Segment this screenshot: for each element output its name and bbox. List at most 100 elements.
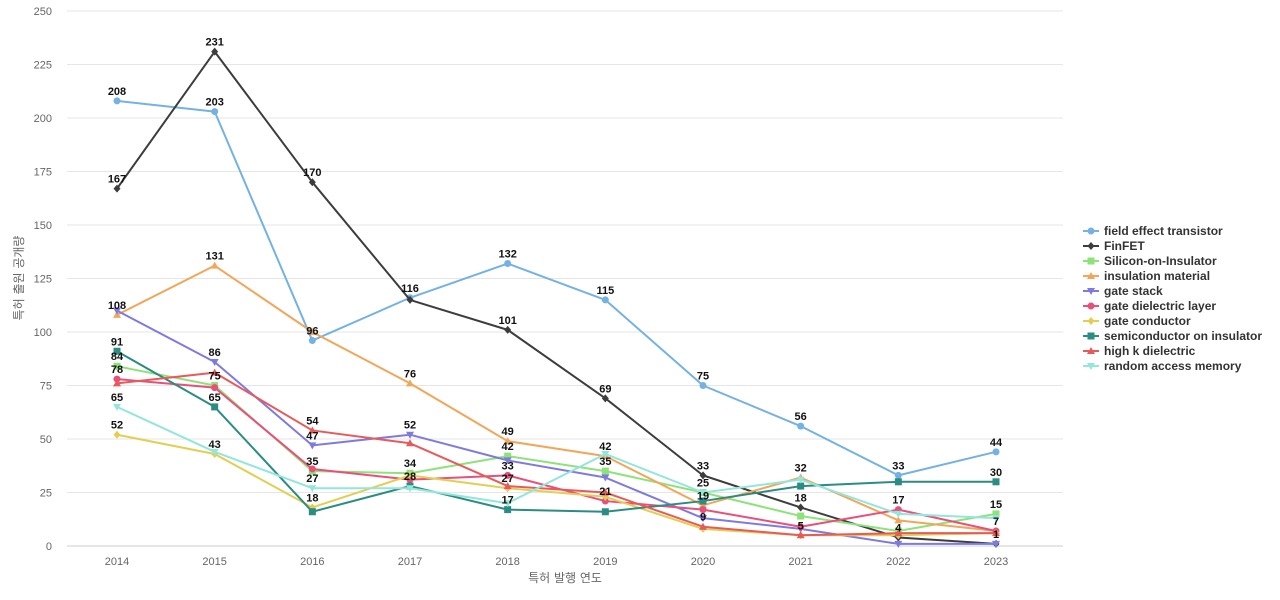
legend-marker-field-effect-transistor [1087, 227, 1095, 235]
data-point-gate-stack [699, 515, 707, 523]
legend-item-gate-stack[interactable]: gate stack [1083, 284, 1163, 298]
data-point-gate-stack [308, 442, 317, 450]
legend-label-gate-stack: gate stack [1104, 284, 1163, 298]
data-point-finfet [699, 471, 707, 480]
data-point-high-k-dielectric [308, 426, 317, 434]
data-point-field-effect-transistor [308, 337, 316, 345]
y-tick-label: 50 [40, 434, 52, 446]
data-point-field-effect-transistor [797, 422, 805, 430]
data-label-insulation-material: 19 [697, 490, 709, 502]
data-point-insulation-material [699, 501, 707, 509]
data-label-semiconductor-on-insulator: 28 [404, 471, 416, 483]
data-point-insulation-material [406, 379, 414, 387]
data-point-field-effect-transistor [699, 382, 707, 389]
data-label-insulation-material: 32 [795, 463, 807, 475]
legend-marker-silicon-on-insulator [1087, 257, 1095, 265]
data-point-semiconductor-on-insulator [797, 482, 805, 490]
data-point-finfet [601, 394, 609, 403]
data-point-random-access-memory [992, 515, 1000, 523]
data-label-gate-stack: 86 [209, 347, 221, 359]
series-high-k-dielectric [113, 368, 1000, 539]
series-finfet [113, 47, 1000, 548]
data-label-finfet: 33 [697, 460, 709, 472]
data-label-gate-conductor: 18 [306, 492, 318, 504]
series-line-gate-conductor [116, 433, 997, 537]
data-label-gate-conductor: 52 [111, 420, 123, 432]
data-label-field-effect-transistor: 115 [596, 285, 614, 297]
legend-item-gate-dielectric-layer[interactable]: gate dielectric layer [1083, 299, 1216, 313]
data-point-finfet [113, 184, 121, 193]
legend-marker-finfet [1087, 242, 1095, 250]
data-label-insulation-material: 131 [205, 251, 223, 263]
data-point-high-k-dielectric [894, 529, 903, 537]
legend-item-silicon-on-insulator[interactable]: Silicon-on-Insulator [1083, 254, 1217, 268]
legend-label-gate-dielectric-layer: gate dielectric layer [1104, 299, 1216, 313]
data-point-silicon-on-insulator [113, 362, 121, 370]
legend-marker-gate-dielectric-layer [1087, 302, 1095, 310]
data-point-field-effect-transistor [113, 97, 121, 105]
data-label-field-effect-transistor: 208 [108, 86, 126, 98]
legend-item-random-access-memory[interactable]: random access memory [1083, 359, 1242, 373]
data-point-gate-stack [894, 540, 903, 548]
legend-item-semiconductor-on-insulator[interactable]: semiconductor on insulator [1083, 329, 1262, 343]
legend-label-finfet: FinFET [1104, 239, 1145, 253]
legend-item-field-effect-transistor[interactable]: field effect transistor [1083, 224, 1223, 238]
data-point-gate-stack [406, 431, 414, 439]
data-label-gate-dielectric-layer: 17 [892, 495, 904, 507]
data-point-silicon-on-insulator [504, 452, 512, 460]
data-point-high-k-dielectric [210, 368, 219, 376]
legend-item-high-k-dielectric[interactable]: high k dielectric [1083, 344, 1196, 358]
data-point-high-k-dielectric [113, 379, 121, 387]
series-line-high-k-dielectric [116, 371, 996, 537]
y-axis-ticks: 0 25 50 75 100 125 150 175 200 225 250 [34, 6, 52, 553]
legend-item-gate-conductor[interactable]: gate conductor [1083, 314, 1191, 328]
legend-label-field-effect-transistor: field effect transistor [1104, 224, 1223, 238]
data-label-field-effect-transistor: 75 [697, 371, 709, 383]
legend-label-silicon-on-insulator: Silicon-on-Insulator [1104, 254, 1217, 268]
x-tick-label: 2017 [398, 556, 422, 568]
data-point-random-access-memory [210, 448, 219, 456]
data-point-field-effect-transistor [601, 296, 609, 304]
data-point-gate-stack [992, 540, 1000, 548]
y-tick-label: 225 [34, 60, 52, 72]
series-line-gate-stack [116, 309, 996, 545]
data-label-silicon-on-insulator: 42 [502, 441, 514, 453]
legend-item-insulation-material[interactable]: insulation material [1083, 269, 1210, 283]
data-label-silicon-on-insulator: 34 [404, 458, 417, 470]
legend-item-finfet[interactable]: FinFET [1083, 239, 1145, 253]
data-point-gate-conductor [406, 471, 414, 480]
data-label-silicon-on-insulator: 84 [111, 351, 124, 363]
y-tick-label: 150 [34, 220, 52, 232]
data-point-insulation-material [210, 261, 219, 269]
data-point-finfet [406, 295, 414, 304]
x-tick-label: 2020 [691, 556, 715, 568]
data-label-gate-stack: 47 [306, 430, 318, 442]
data-point-field-effect-transistor [992, 448, 1000, 456]
data-point-gate-stack [113, 307, 121, 315]
data-point-random-access-memory [894, 510, 903, 518]
x-tick-label: 2018 [495, 556, 519, 568]
data-point-insulation-material [894, 516, 903, 524]
x-tick-label: 2023 [984, 556, 1008, 568]
y-axis-title: 특허 출원 공개량 [12, 236, 26, 321]
data-point-silicon-on-insulator [601, 467, 609, 475]
data-point-field-effect-transistor [504, 260, 512, 268]
legend-marker-gate-stack [1087, 288, 1095, 295]
y-tick-label: 25 [40, 488, 52, 500]
data-labels: 2082039611613211575563344167231170101693… [108, 37, 1003, 541]
data-label-high-k-dielectric: 54 [306, 415, 319, 427]
data-label-random-access-memory: 65 [111, 392, 123, 404]
legend-marker-insulation-material [1087, 272, 1095, 279]
x-tick-label: 2016 [300, 556, 324, 568]
data-point-semiconductor-on-insulator [601, 508, 609, 516]
data-label-gate-conductor: 43 [209, 439, 221, 451]
data-label-semiconductor-on-insulator: 65 [209, 392, 221, 404]
series-line-finfet [116, 50, 997, 545]
data-point-high-k-dielectric [601, 488, 610, 496]
data-label-field-effect-transistor: 33 [892, 460, 904, 472]
data-point-random-access-memory [503, 500, 512, 508]
series-line-insulation-material [116, 264, 997, 533]
legend-marker-gate-conductor [1087, 317, 1095, 325]
data-label-finfet: 101 [498, 315, 516, 327]
